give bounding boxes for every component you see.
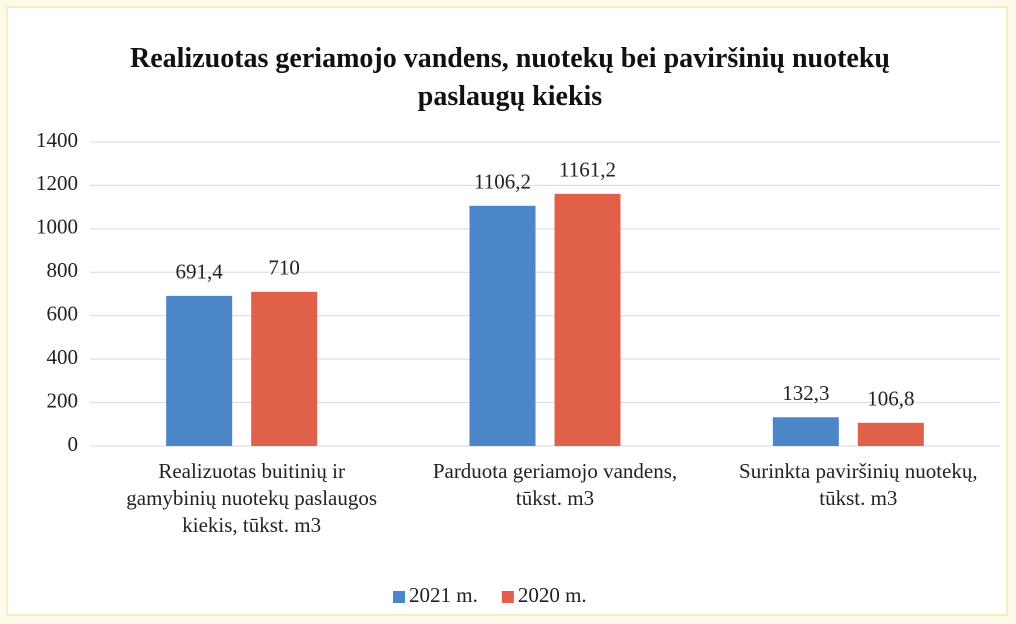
bar — [166, 295, 233, 446]
legend-swatch — [501, 591, 514, 603]
y-tick-label: 200 — [47, 388, 79, 412]
data-label: 1161,2 — [559, 158, 616, 182]
bar — [772, 417, 839, 446]
y-tick-label: 1200 — [36, 171, 78, 195]
data-label: 710 — [268, 256, 300, 280]
x-tick-label: Realizuotas buitinių ir gamybinių nuotek… — [126, 459, 378, 537]
bar — [554, 193, 621, 446]
data-label: 1106,2 — [474, 170, 531, 194]
y-tick-label: 0 — [68, 432, 79, 456]
y-tick-label: 800 — [47, 258, 79, 282]
legend-swatch — [393, 591, 405, 603]
y-tick-label: 1000 — [36, 215, 78, 239]
bar — [857, 422, 924, 446]
y-tick-label: 600 — [47, 302, 79, 326]
bar — [251, 291, 318, 446]
x-tick-label: Surinkta paviršinių nuotekų, tūkst. m3 — [739, 459, 978, 510]
chart-title: Realizuotas geriamojo vandens, nuotekų b… — [130, 43, 890, 112]
legend-label: 2020 m. — [518, 583, 587, 607]
y-tick-label: 400 — [47, 345, 79, 369]
x-tick-label: Parduota geriamojo vandens, tūkst. m3 — [432, 459, 678, 510]
y-tick-label: 1400 — [36, 128, 78, 152]
data-label: 106,8 — [867, 387, 914, 411]
bar — [469, 205, 536, 446]
legend-label: 2021 m. — [409, 583, 478, 607]
data-label: 132,3 — [782, 381, 829, 405]
data-label: 691,4 — [176, 260, 224, 284]
